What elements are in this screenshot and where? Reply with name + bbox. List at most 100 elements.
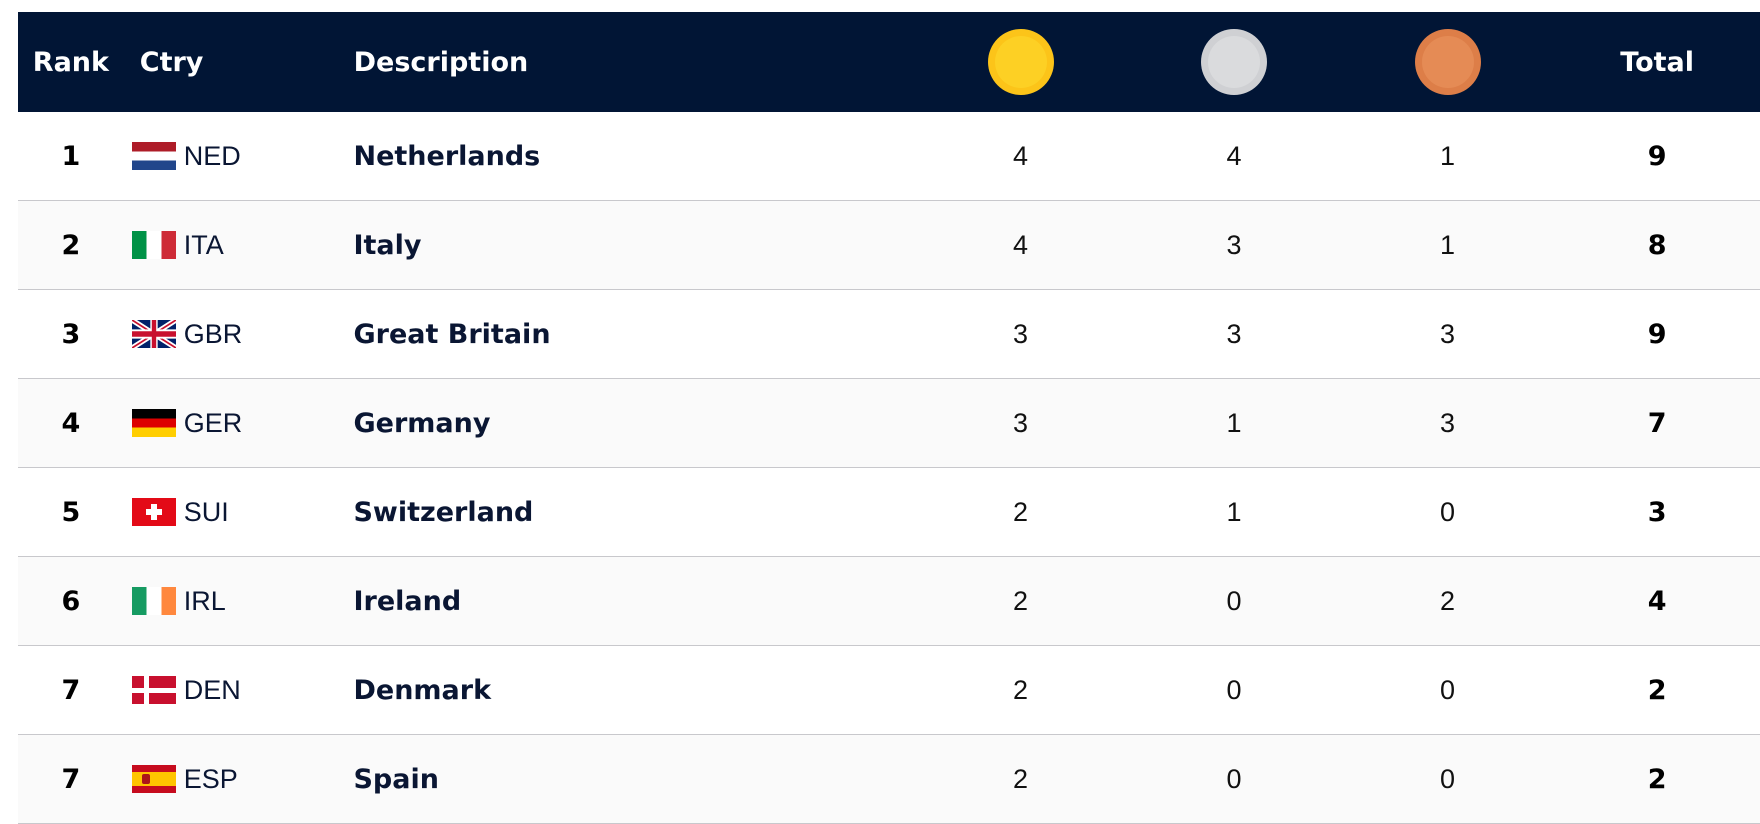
description-cell: Netherlands (337, 141, 913, 172)
gold-cell: 2 (914, 764, 1128, 795)
rank-value: 7 (61, 763, 81, 795)
silver-count: 1 (1226, 496, 1242, 527)
silver-count: 0 (1226, 585, 1242, 616)
country-cell: IRL (124, 586, 338, 617)
description-cell: Spain (337, 764, 913, 795)
gold-count: 2 (1012, 763, 1029, 794)
bronze-cell: 0 (1341, 675, 1555, 706)
table-row[interactable]: 4 GER Germany 3 1 3 7 (18, 379, 1760, 468)
silver-count: 3 (1226, 229, 1242, 260)
rank-value: 4 (61, 407, 81, 439)
table-row[interactable]: 6 IRL Ireland 2 0 2 4 (18, 557, 1760, 646)
table-row[interactable]: 7 ESP Spain 2 0 0 2 (18, 735, 1760, 824)
bronze-cell: 0 (1341, 764, 1555, 795)
bronze-cell: 0 (1341, 497, 1555, 528)
total-cell: 4 (1554, 586, 1760, 617)
total-cell: 3 (1554, 497, 1760, 528)
rank-value: 2 (61, 229, 81, 261)
rank-cell: 2 (18, 230, 124, 261)
rank-cell: 7 (18, 675, 124, 706)
bronze-count: 0 (1440, 763, 1456, 794)
table-row[interactable]: 2 ITA Italy 4 3 1 8 (18, 201, 1760, 290)
bronze-cell: 3 (1341, 408, 1555, 439)
bronze-count: 3 (1440, 318, 1456, 349)
country-cell: GER (124, 408, 338, 439)
rank-cell: 5 (18, 497, 124, 528)
country-cell: SUI (124, 497, 338, 528)
country-cell: DEN (124, 675, 338, 706)
header-rank-label: Rank (32, 46, 109, 78)
country-code: IRL (183, 585, 226, 616)
header-ctry[interactable]: Ctry (16, 47, 338, 78)
total-cell: 9 (1554, 319, 1760, 350)
rank-cell: 6 (18, 586, 124, 617)
total-count: 9 (1647, 318, 1667, 350)
header-gold[interactable] (914, 29, 1128, 95)
header-silver[interactable] (1127, 29, 1341, 95)
bronze-count: 1 (1440, 229, 1456, 260)
silver-count: 4 (1226, 140, 1242, 171)
flag-esp-icon (131, 765, 176, 793)
bronze-cell: 1 (1341, 230, 1555, 261)
table-header: Rank Ctry Description Total (18, 12, 1760, 112)
table-row[interactable]: 7 DEN Denmark 2 0 0 2 (18, 646, 1760, 735)
header-total[interactable]: Total (1554, 47, 1760, 78)
header-description[interactable]: Description (338, 47, 914, 78)
bronze-cell: 1 (1341, 141, 1555, 172)
gold-medal-icon (987, 29, 1054, 95)
gold-cell: 3 (914, 408, 1128, 439)
rank-cell: 3 (18, 319, 124, 350)
rank-value: 5 (61, 496, 81, 528)
country-name[interactable]: Switzerland (353, 496, 534, 528)
rank-value: 3 (61, 318, 81, 350)
gold-cell: 2 (914, 586, 1128, 617)
country-cell: GBR (124, 319, 338, 350)
gold-cell: 4 (914, 230, 1128, 261)
total-cell: 2 (1554, 675, 1760, 706)
silver-cell: 1 (1127, 408, 1341, 439)
silver-cell: 0 (1127, 586, 1341, 617)
header-total-label: Total (1620, 46, 1695, 78)
medal-table: Rank Ctry Description Total 1 NED Netherla… (18, 12, 1760, 824)
table-row[interactable]: 5 SUI Switzerland 2 1 0 3 (18, 468, 1760, 557)
gold-cell: 2 (914, 497, 1128, 528)
country-name[interactable]: Denmark (353, 674, 492, 706)
country-name[interactable]: Spain (353, 763, 439, 795)
silver-cell: 3 (1127, 319, 1341, 350)
country-code: GER (183, 407, 243, 438)
bronze-cell: 3 (1341, 319, 1555, 350)
table-row[interactable]: 1 NED Netherlands 4 4 1 9 (18, 112, 1760, 201)
silver-count: 1 (1226, 407, 1242, 438)
country-cell: ESP (124, 764, 338, 795)
country-name[interactable]: Netherlands (353, 140, 541, 172)
flag-irl-icon (131, 587, 176, 615)
description-cell: Switzerland (337, 497, 913, 528)
flag-ned-icon (131, 142, 176, 170)
table-body: 1 NED Netherlands 4 4 1 9 2 ITA Italy 4 3 1 8 3 GBR Grea… (18, 112, 1760, 824)
gold-count: 4 (1012, 229, 1029, 260)
country-cell: ITA (124, 230, 338, 261)
total-cell: 2 (1554, 764, 1760, 795)
country-code: GBR (183, 318, 243, 349)
country-cell: NED (124, 141, 338, 172)
total-count: 3 (1647, 496, 1667, 528)
table-row[interactable]: 3 GBR Great Britain 3 3 3 9 (18, 290, 1760, 379)
header-rank[interactable]: Rank (18, 47, 124, 78)
flag-ger-icon (131, 409, 176, 437)
header-description-label: Description (353, 46, 529, 78)
header-bronze[interactable] (1341, 29, 1555, 95)
rank-value: 1 (61, 140, 81, 172)
flag-sui-icon (131, 498, 176, 526)
country-code: NED (183, 140, 241, 171)
gold-cell: 2 (914, 675, 1128, 706)
total-count: 4 (1647, 585, 1667, 617)
gold-count: 2 (1012, 496, 1029, 527)
country-name[interactable]: Great Britain (353, 318, 551, 350)
silver-count: 3 (1226, 318, 1242, 349)
country-name[interactable]: Germany (353, 407, 491, 439)
description-cell: Germany (337, 408, 913, 439)
country-name[interactable]: Italy (353, 229, 422, 261)
country-name[interactable]: Ireland (353, 585, 462, 617)
silver-cell: 0 (1127, 675, 1341, 706)
gold-count: 4 (1012, 140, 1029, 171)
